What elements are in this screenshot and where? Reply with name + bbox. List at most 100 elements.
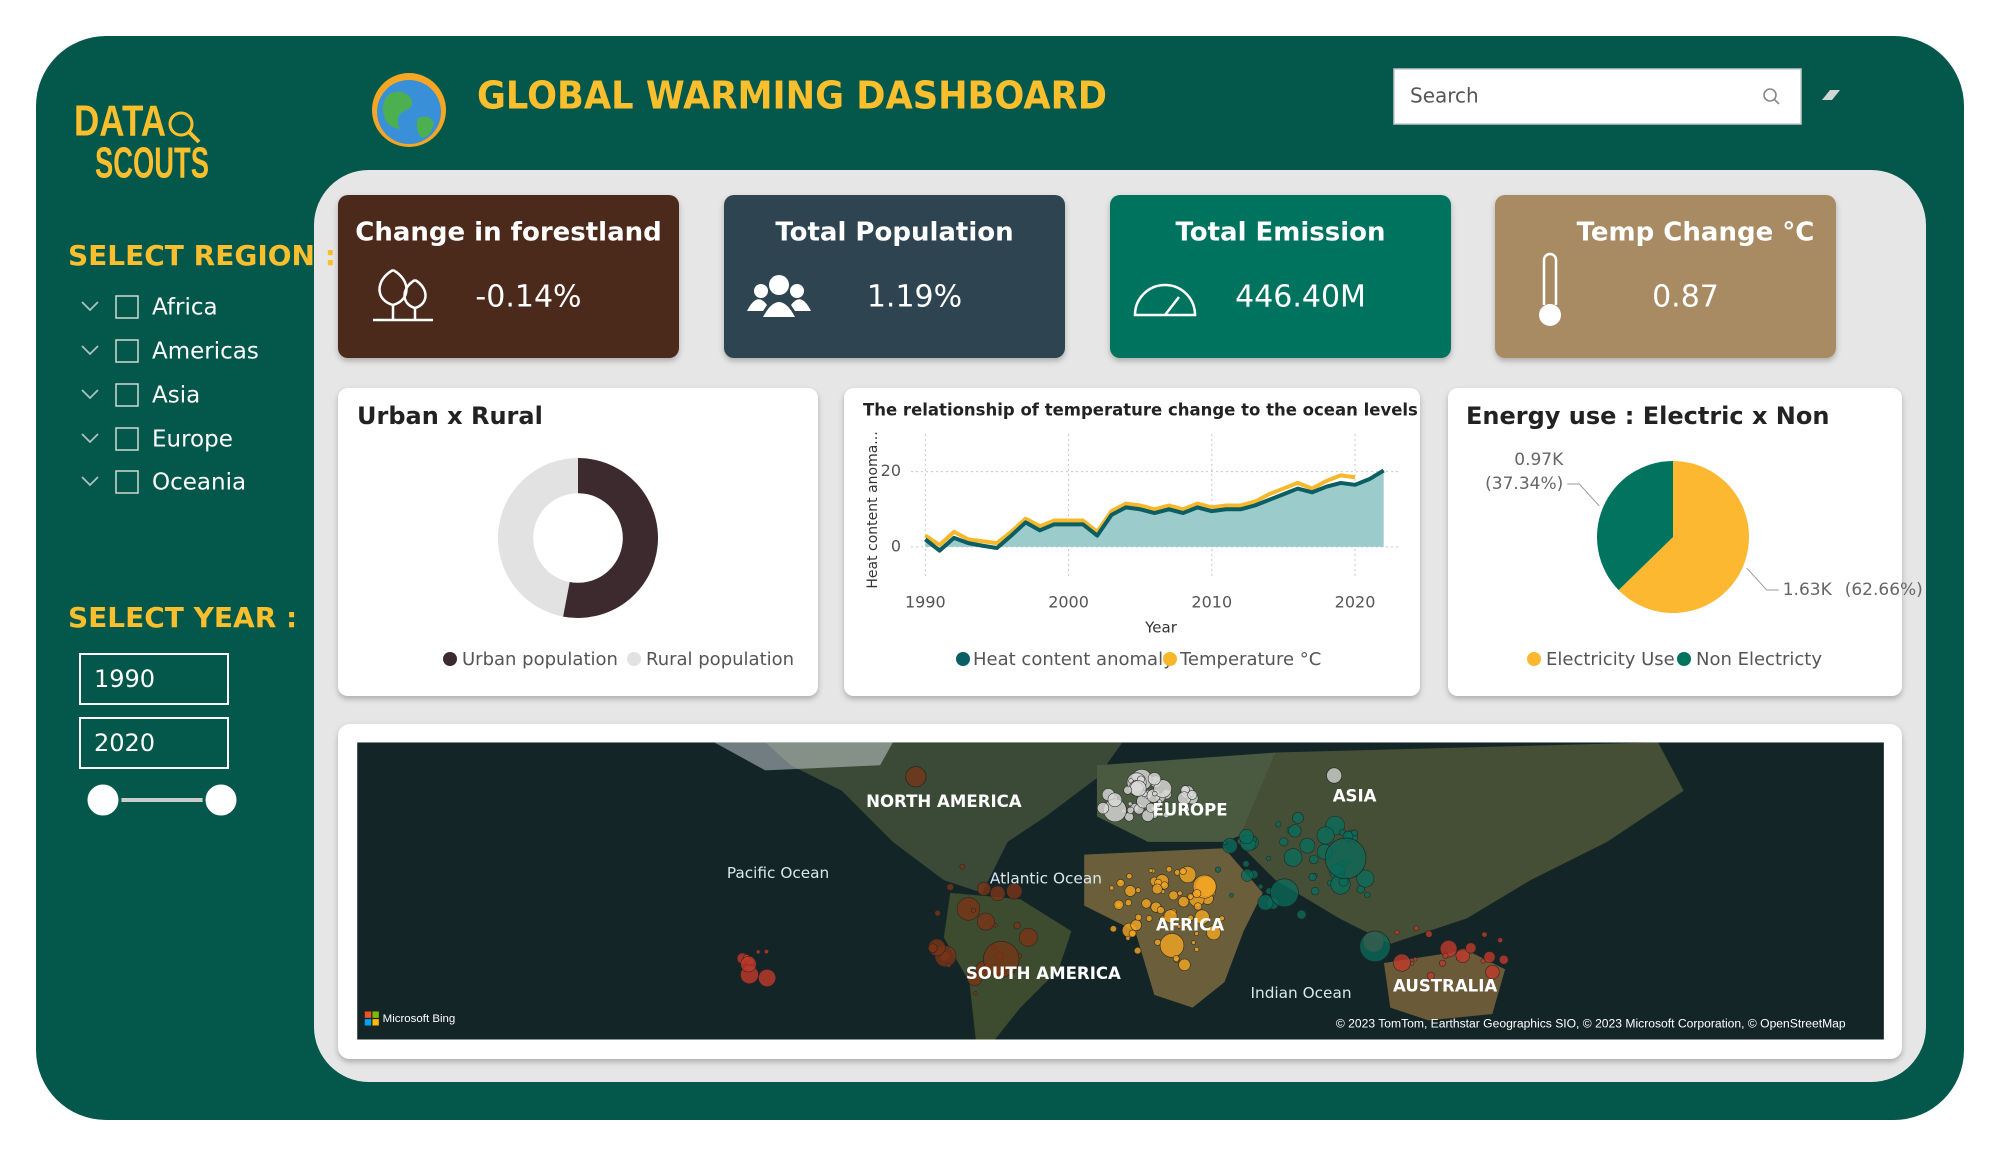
chart-title: The relationship of temperature change t…	[863, 401, 1418, 420]
chart-title: Energy use : Electric x Non	[1466, 402, 1829, 430]
map-bubble	[1109, 885, 1115, 891]
map-bubble	[1168, 890, 1179, 901]
map-bubble	[976, 881, 991, 896]
chevron	[81, 476, 99, 487]
percent-label: (37.34%)	[1485, 474, 1563, 494]
map-bubble	[1299, 837, 1316, 854]
map-bubble	[1364, 891, 1371, 898]
map-bubble	[1141, 898, 1152, 909]
map-bubble	[1316, 826, 1335, 845]
map-bubble	[1116, 879, 1125, 888]
legend-swatch	[1163, 652, 1177, 666]
slider-handle-start[interactable]	[84, 781, 122, 819]
map-bubble	[1123, 785, 1133, 795]
map-bubble	[1187, 790, 1198, 800]
year-start: 1990	[94, 665, 155, 693]
year-label: SELECT YEAR :	[68, 601, 297, 634]
legend-label: Rural population	[646, 649, 794, 670]
year-end: 2020	[94, 729, 155, 757]
year-start-box[interactable]	[79, 653, 229, 705]
map-bubble	[1172, 955, 1180, 962]
map-bubble	[1191, 940, 1196, 945]
map-bubble	[1135, 887, 1141, 893]
region-checkbox[interactable]	[115, 427, 139, 451]
region-name: Asia	[152, 383, 200, 409]
map-bubble	[1480, 958, 1486, 964]
search-box[interactable]	[1393, 68, 1802, 125]
map-bubble	[740, 956, 757, 973]
map-bubble	[1109, 925, 1117, 933]
map-bubble	[1296, 909, 1307, 920]
map-bubble	[1182, 805, 1190, 813]
map-bubble	[1326, 767, 1343, 784]
map-bubble	[1192, 889, 1202, 898]
map-bubble	[1279, 837, 1289, 847]
map-bubble	[1145, 802, 1156, 813]
region-checkbox[interactable]	[115, 470, 139, 494]
map-bubble	[1134, 947, 1142, 955]
legend-label: Urban population	[462, 649, 618, 670]
map-bubble	[1222, 838, 1238, 854]
x-tick-label: 2020	[1335, 593, 1376, 612]
map-bubble	[1241, 868, 1254, 882]
map-bubble	[755, 949, 761, 955]
kpi-title: Total Population	[775, 218, 1013, 248]
map-bubble	[1394, 929, 1400, 935]
region-checkbox[interactable]	[115, 383, 139, 407]
pie-slice	[1618, 461, 1750, 613]
map-bubble	[1308, 873, 1317, 882]
map-bubble	[1097, 802, 1109, 815]
search-icon-handle	[1773, 98, 1780, 105]
thermometer-icon	[1542, 252, 1558, 305]
map-bubble	[1134, 913, 1142, 921]
map-bubble	[1148, 868, 1154, 873]
map-bubble	[1128, 929, 1137, 938]
region-checkbox[interactable]	[115, 339, 139, 363]
slider-handle-end[interactable]	[202, 781, 240, 819]
map-bubble	[1275, 821, 1282, 828]
map-bubble	[1413, 957, 1418, 962]
chevron	[81, 301, 99, 312]
people-icon	[769, 275, 789, 295]
map-bubble	[1156, 906, 1165, 914]
continent-label: NORTH AMERICA	[866, 792, 1022, 811]
continent-label: ASIA	[1333, 787, 1377, 806]
map-bubble	[1187, 893, 1194, 900]
region-name: Americas	[152, 339, 259, 365]
map-bubble	[1359, 930, 1391, 963]
line	[924, 468, 1385, 553]
continent-label: AFRICA	[1156, 916, 1224, 935]
chevron	[81, 433, 99, 444]
map-bubble	[1442, 952, 1449, 959]
map-bubble	[1127, 801, 1133, 807]
map-bubble	[1270, 878, 1299, 908]
map-bubble	[764, 949, 769, 954]
map-bubble	[1194, 909, 1210, 925]
land-ice	[714, 742, 893, 771]
map-bubble	[1288, 824, 1302, 838]
y-tick-label: 0	[891, 536, 901, 555]
map-bubble	[1413, 925, 1420, 932]
map-bubble	[1178, 958, 1191, 971]
map-bubble	[758, 969, 776, 987]
tree-icon	[373, 268, 433, 322]
year-end-box[interactable]	[79, 717, 229, 769]
map-bubble	[1130, 919, 1142, 931]
map: Microsoft Bing © 2023 TomTom, Earthstar …	[357, 742, 1884, 1040]
map-bubble	[1485, 964, 1500, 980]
map-bubble	[905, 766, 927, 788]
kpi-card	[1495, 195, 1836, 358]
kpi-value: -0.14%	[475, 280, 581, 315]
bing-logo	[364, 1019, 372, 1026]
people-icon	[754, 284, 768, 298]
map-bubble	[1125, 935, 1131, 941]
map-bubble	[1147, 772, 1161, 786]
map-bubble	[1187, 914, 1194, 921]
legend-label: Non Electricty	[1696, 649, 1822, 670]
map-bubble	[976, 912, 995, 931]
eraser-icon[interactable]	[1822, 90, 1840, 100]
y-axis-label: Heat content anoma...	[865, 431, 881, 588]
region-checkbox[interactable]	[115, 295, 139, 319]
gauge-icon	[1133, 283, 1197, 317]
